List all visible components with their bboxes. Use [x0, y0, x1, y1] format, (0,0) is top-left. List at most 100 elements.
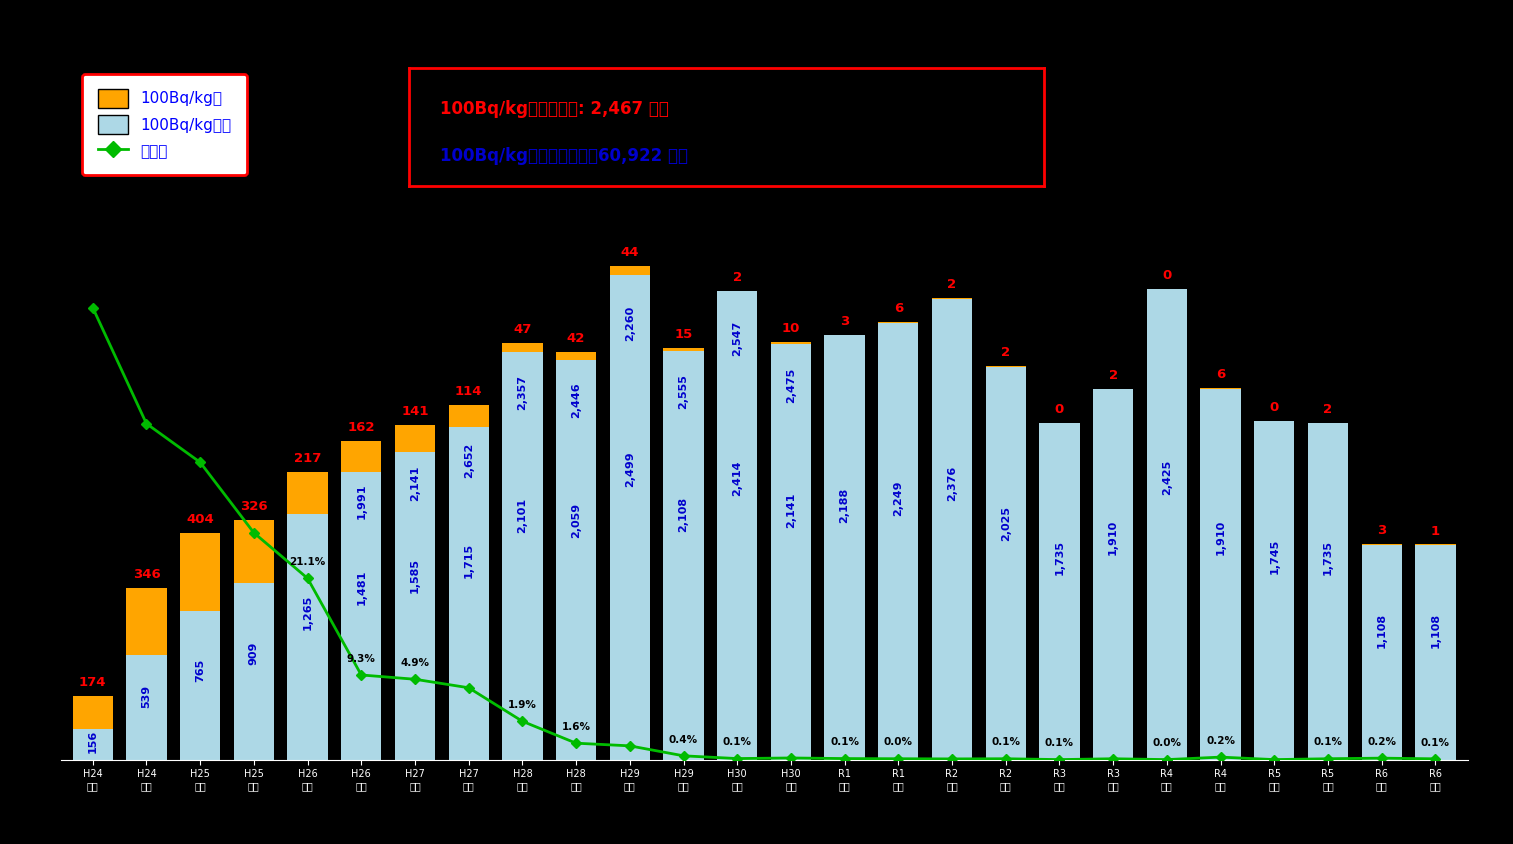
Text: 162: 162	[348, 421, 375, 434]
Bar	[73, 729, 113, 760]
Text: 9.3%: 9.3%	[346, 653, 375, 663]
Bar	[985, 367, 1026, 760]
Text: 1,910: 1,910	[1215, 520, 1226, 555]
Text: 174: 174	[79, 676, 106, 689]
Text: 0.2%: 0.2%	[1206, 736, 1235, 746]
Text: 0.1%: 0.1%	[831, 738, 859, 747]
Text: 1,735: 1,735	[1055, 540, 1065, 575]
Text: 2,108: 2,108	[678, 496, 688, 532]
Bar	[126, 588, 166, 655]
Text: 1,910: 1,910	[1108, 520, 1118, 555]
Text: 1,265: 1,265	[303, 595, 313, 630]
Bar	[180, 533, 221, 611]
Bar	[126, 655, 166, 760]
Text: 2,101: 2,101	[517, 497, 528, 533]
Text: 10: 10	[782, 322, 800, 335]
Bar	[1254, 421, 1295, 760]
Bar	[233, 520, 274, 583]
Text: 2,188: 2,188	[840, 487, 850, 522]
Text: 0.0%: 0.0%	[884, 738, 912, 748]
Text: 2: 2	[947, 279, 956, 291]
Text: 326: 326	[241, 500, 268, 513]
Text: 3: 3	[840, 315, 849, 327]
Bar	[1092, 389, 1133, 760]
Text: 100Bq/kg超の検体数: 2,467 検体: 100Bq/kg超の検体数: 2,467 検体	[440, 100, 669, 118]
Text: 1: 1	[1431, 525, 1440, 538]
Text: 42: 42	[567, 333, 586, 345]
Text: 2,547: 2,547	[732, 321, 743, 356]
Bar	[1362, 544, 1403, 760]
Text: 6: 6	[1216, 368, 1226, 381]
Text: 6: 6	[894, 302, 903, 316]
Text: 2,475: 2,475	[785, 368, 796, 403]
Bar	[770, 343, 811, 344]
Bar	[1147, 289, 1188, 760]
Text: 0.1%: 0.1%	[1421, 738, 1449, 748]
Bar	[610, 275, 651, 760]
Text: 0: 0	[1055, 403, 1064, 416]
Text: 156: 156	[88, 730, 98, 753]
Text: 2: 2	[1109, 369, 1118, 381]
Text: 1,745: 1,745	[1269, 538, 1280, 574]
Text: 2: 2	[732, 271, 741, 284]
Bar	[555, 360, 596, 760]
Text: 2,652: 2,652	[463, 442, 474, 478]
Legend: 100Bq/kg超, 100Bq/kg以下, 超過率: 100Bq/kg超, 100Bq/kg以下, 超過率	[82, 73, 247, 176]
Text: 1,735: 1,735	[1322, 540, 1333, 575]
Text: 2: 2	[1324, 403, 1333, 416]
Text: 217: 217	[294, 452, 321, 465]
Text: 100Bq/kg以下の検体数：60,922 検体: 100Bq/kg以下の検体数：60,922 検体	[440, 147, 688, 165]
Text: 2,059: 2,059	[570, 502, 581, 538]
Text: 404: 404	[186, 513, 213, 526]
Text: 2,249: 2,249	[893, 480, 903, 516]
Bar	[878, 323, 918, 760]
Text: 1.6%: 1.6%	[561, 722, 590, 732]
Bar	[448, 405, 489, 427]
Bar	[340, 441, 381, 473]
Text: 0: 0	[1269, 401, 1278, 414]
Text: 0.1%: 0.1%	[723, 738, 752, 747]
Text: 2,499: 2,499	[625, 451, 635, 486]
Text: 2,141: 2,141	[410, 465, 421, 500]
Text: 44: 44	[620, 246, 638, 259]
Bar	[340, 473, 381, 760]
Text: 4.9%: 4.9%	[401, 658, 430, 668]
Bar	[287, 514, 328, 760]
Bar	[878, 322, 918, 323]
Bar	[663, 348, 704, 350]
Text: 2,376: 2,376	[947, 465, 958, 500]
Text: 2,357: 2,357	[517, 376, 528, 410]
Text: 47: 47	[513, 323, 531, 336]
Bar	[555, 352, 596, 360]
Text: 141: 141	[401, 405, 428, 418]
Text: 2,141: 2,141	[785, 493, 796, 528]
Text: 3: 3	[1377, 524, 1386, 537]
Text: 0.1%: 0.1%	[1313, 738, 1342, 748]
Bar	[1200, 389, 1241, 760]
Text: 0.0%: 0.0%	[1153, 738, 1182, 749]
Bar	[1039, 423, 1080, 760]
Bar	[395, 452, 436, 760]
Text: 765: 765	[195, 659, 206, 682]
Text: 1,991: 1,991	[356, 484, 366, 519]
Text: 1,108: 1,108	[1377, 613, 1387, 648]
Bar	[610, 266, 651, 275]
Bar	[932, 299, 973, 760]
Bar	[233, 583, 274, 760]
Text: 21.1%: 21.1%	[289, 557, 325, 567]
Text: 0.2%: 0.2%	[1368, 737, 1396, 747]
Bar	[1307, 423, 1348, 760]
Text: 2,446: 2,446	[570, 382, 581, 418]
Text: 0.4%: 0.4%	[669, 734, 697, 744]
Text: 114: 114	[455, 385, 483, 398]
Text: 346: 346	[133, 568, 160, 581]
Text: 2,025: 2,025	[1000, 506, 1011, 541]
Text: 1,481: 1,481	[356, 570, 366, 605]
Text: 1,585: 1,585	[410, 558, 421, 592]
Text: 2,414: 2,414	[732, 461, 743, 496]
Text: 0.1%: 0.1%	[991, 738, 1020, 748]
Bar	[770, 344, 811, 760]
Text: 1,715: 1,715	[463, 543, 474, 577]
Text: 539: 539	[141, 685, 151, 708]
Text: 2,260: 2,260	[625, 306, 635, 341]
